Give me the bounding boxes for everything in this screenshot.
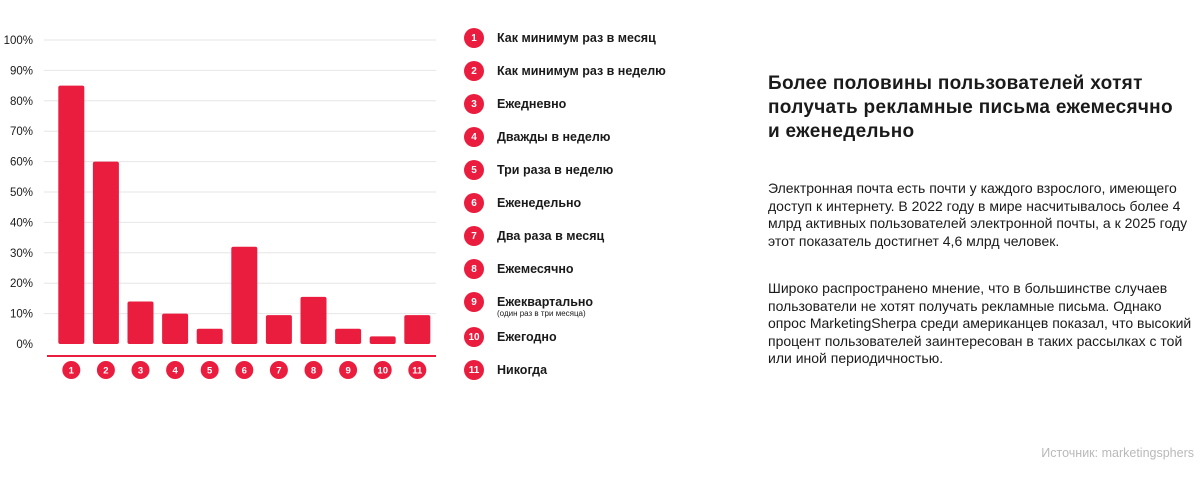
legend-badge: 6 xyxy=(464,193,484,213)
y-tick-label: 60% xyxy=(10,157,33,169)
legend-badge: 1 xyxy=(464,28,484,48)
y-tick-label: 50% xyxy=(10,187,33,199)
y-tick-label: 20% xyxy=(10,278,33,290)
x-tick-badge xyxy=(373,361,392,379)
bar xyxy=(162,313,189,344)
bar xyxy=(404,315,431,344)
source-note: Источник: marketingsphers xyxy=(1041,446,1194,460)
legend-label: Никогда xyxy=(497,362,548,377)
x-tick-badge xyxy=(339,361,358,379)
y-tick-label: 70% xyxy=(10,126,33,138)
legend-label: Еженедельно xyxy=(497,195,582,210)
legend-label: Дважды в неделю xyxy=(497,129,611,144)
legend-note: (один раз в три месяца) xyxy=(497,308,586,318)
legend-item: 2 Как минимум раз в неделю xyxy=(464,61,666,81)
bar xyxy=(369,336,396,344)
bar xyxy=(231,246,258,344)
x-tick-badge xyxy=(408,361,427,379)
x-tick-label: 11 xyxy=(412,366,423,377)
paragraph: Электронная почта есть почти у каждого в… xyxy=(768,180,1188,249)
legend-item: 9 Ежеквартально (один раз в три месяца) xyxy=(464,292,593,318)
legend-label: Как минимум раз в месяц xyxy=(497,30,656,45)
x-tick-label: 2 xyxy=(103,366,108,377)
bar xyxy=(265,315,292,344)
legend-label: Ежемесячно xyxy=(497,261,574,276)
legend-badge: 9 xyxy=(464,292,484,312)
legend-item: 1 Как минимум раз в месяц xyxy=(464,28,656,48)
y-tick-label: 40% xyxy=(10,217,33,229)
paragraph: Широко распространено мнение, что в боль… xyxy=(768,280,1192,366)
legend-label: Ежегодно xyxy=(497,329,557,344)
x-tick-badge xyxy=(62,361,81,379)
y-tick-label: 30% xyxy=(10,248,33,260)
legend-item: 11 Никогда xyxy=(464,360,547,380)
legend-label: Три раза в неделю xyxy=(497,162,614,177)
headline: Более половины пользователей хотят получ… xyxy=(768,73,1173,142)
x-tick-label: 4 xyxy=(172,366,178,377)
x-tick-badge xyxy=(96,361,115,379)
x-tick-label: 9 xyxy=(345,366,350,377)
bar xyxy=(300,296,327,344)
y-tick-label: 80% xyxy=(10,96,33,108)
y-tick-label: 10% xyxy=(10,309,33,321)
x-tick-label: 3 xyxy=(138,366,143,377)
legend-badge: 2 xyxy=(464,61,484,81)
x-tick-label: 8 xyxy=(311,366,316,377)
legend-item: 4 Дважды в неделю xyxy=(464,127,610,147)
legend-badge: 4 xyxy=(464,127,484,147)
y-tick-label: 90% xyxy=(10,65,33,77)
bar xyxy=(335,328,362,344)
x-tick-label: 6 xyxy=(242,366,247,377)
x-tick-badge xyxy=(166,361,185,379)
x-tick-label: 10 xyxy=(377,366,388,377)
legend-label: Два раза в месяц xyxy=(497,228,605,243)
legend-item: 3 Ежедневно xyxy=(464,94,566,114)
legend-badge: 5 xyxy=(464,160,484,180)
bar xyxy=(127,301,154,344)
legend-item: 8 Ежемесячно xyxy=(464,259,574,279)
legend-badge: 8 xyxy=(464,259,484,279)
x-tick-label: 1 xyxy=(69,366,75,377)
x-tick-label: 5 xyxy=(207,366,213,377)
x-tick-badge xyxy=(235,361,254,379)
legend-item: 7 Два раза в месяц xyxy=(464,226,604,246)
legend-badge: 7 xyxy=(464,226,484,246)
x-tick-badge xyxy=(304,361,323,379)
bar xyxy=(92,161,119,344)
bar-chart: 0% 10% 20% 30% 40% 50% 60% 70% 80% 90% 100% 1 2 3 4 5 6 7… xyxy=(4,35,436,379)
legend-badge: 3 xyxy=(464,94,484,114)
legend-label: Как минимум раз в неделю xyxy=(497,63,666,78)
legend-item: 5 Три раза в неделю xyxy=(464,160,613,180)
bar xyxy=(58,85,85,344)
legend-item: 10 Ежегодно xyxy=(464,327,557,347)
legend-badge: 10 xyxy=(464,327,484,347)
legend-badge: 11 xyxy=(464,360,484,380)
x-tick-badge xyxy=(200,361,219,379)
legend-item: 6 Еженедельно xyxy=(464,193,581,213)
legend-label: Ежедневно xyxy=(497,96,567,111)
legend-label: Ежеквартально xyxy=(497,294,594,309)
x-tick-badge xyxy=(269,361,288,379)
bar xyxy=(196,328,223,344)
y-tick-label: 0% xyxy=(16,339,33,351)
legend-label-group: Ежеквартально (один раз в три месяца) xyxy=(497,294,594,319)
x-tick-label: 7 xyxy=(276,366,281,377)
y-tick-label: 100% xyxy=(4,35,33,47)
x-tick-badge xyxy=(131,361,150,379)
